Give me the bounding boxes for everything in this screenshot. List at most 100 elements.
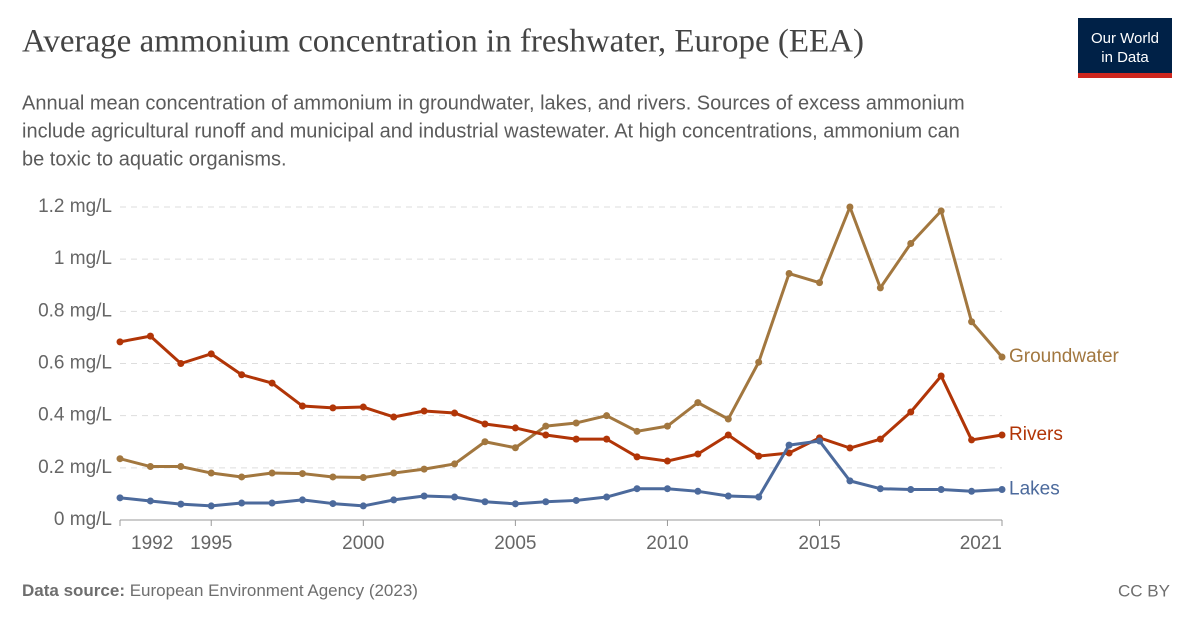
point — [451, 460, 459, 468]
series-line — [119, 334, 1003, 463]
point — [238, 499, 246, 507]
x-tick-label: 2000 — [342, 533, 384, 554]
point — [329, 473, 337, 481]
point — [390, 496, 398, 504]
point — [846, 477, 854, 485]
point — [390, 469, 398, 477]
point — [998, 353, 1006, 361]
point — [542, 498, 550, 506]
point — [968, 436, 976, 444]
point — [968, 318, 976, 326]
point — [663, 457, 671, 465]
subtitle: Annual mean concentration of ammonium in… — [22, 92, 965, 114]
point — [603, 412, 611, 420]
point — [663, 422, 671, 430]
point — [359, 403, 367, 411]
point — [420, 407, 428, 415]
point — [998, 431, 1006, 439]
point — [633, 485, 641, 493]
point — [846, 444, 854, 452]
point — [724, 415, 732, 423]
y-tick-label: 1 mg/L — [54, 248, 112, 269]
source-text: European Environment Agency (2023) — [130, 581, 418, 600]
point — [177, 463, 185, 471]
series-label: Rivers — [1009, 424, 1063, 445]
point — [572, 419, 580, 427]
point — [359, 502, 367, 510]
series-line — [119, 205, 1004, 479]
point — [542, 422, 550, 430]
point — [876, 435, 884, 443]
point — [694, 450, 702, 458]
point — [481, 438, 489, 446]
x-tick-label: 2021 — [960, 533, 1002, 554]
point — [390, 413, 398, 421]
point — [420, 465, 428, 473]
point — [451, 493, 459, 501]
chart-title: Average ammonium concentration in freshw… — [22, 24, 864, 60]
point — [329, 404, 337, 412]
point — [207, 469, 215, 477]
point — [937, 207, 945, 215]
x-tick-label: 2015 — [798, 533, 840, 554]
subtitle: include agricultural runoff and municipa… — [22, 120, 960, 142]
point — [207, 502, 215, 510]
point — [238, 473, 246, 481]
point — [298, 470, 306, 478]
point — [633, 453, 641, 461]
x-tick-label: 2005 — [494, 533, 536, 554]
point — [603, 435, 611, 443]
point — [511, 424, 519, 432]
y-tick-label: 0.8 mg/L — [38, 300, 112, 321]
point — [755, 493, 763, 501]
point — [785, 449, 793, 457]
point — [755, 452, 763, 460]
point — [724, 492, 732, 500]
point — [755, 358, 763, 366]
point — [633, 427, 641, 435]
point — [298, 496, 306, 504]
point — [177, 500, 185, 508]
x-tick-label: 1995 — [190, 533, 232, 554]
y-tick-label: 0.6 mg/L — [38, 353, 112, 374]
point — [511, 500, 519, 508]
point — [268, 469, 276, 477]
point — [177, 360, 185, 367]
point — [846, 203, 854, 211]
point — [146, 332, 154, 340]
point — [268, 499, 276, 507]
point — [785, 270, 793, 278]
point — [572, 435, 580, 443]
point — [146, 463, 154, 471]
x-tick-label: 2010 — [646, 533, 688, 554]
point — [663, 485, 671, 493]
point — [603, 493, 611, 501]
point — [481, 420, 489, 428]
point — [146, 497, 154, 505]
y-tick-label: 0.4 mg/L — [38, 405, 112, 426]
point — [481, 498, 489, 506]
source-label: Data source: — [22, 581, 125, 600]
y-tick-label: 1.2 mg/L — [38, 196, 112, 217]
point — [359, 473, 367, 481]
point — [542, 431, 550, 439]
point — [968, 487, 976, 495]
logo-text: Our World — [1091, 30, 1159, 47]
source: Data source: European Environment Agency… — [22, 581, 418, 600]
point — [329, 500, 337, 508]
point — [238, 371, 246, 379]
point — [420, 492, 428, 500]
series-line — [119, 439, 1003, 508]
license: CC BY — [1118, 581, 1170, 600]
point — [268, 379, 276, 387]
point — [907, 485, 915, 493]
point — [724, 431, 732, 439]
point — [298, 402, 306, 410]
logo-text: in Data — [1101, 49, 1149, 66]
y-tick-label: 0.2 mg/L — [38, 457, 112, 478]
point — [572, 496, 580, 504]
point — [694, 399, 702, 407]
point — [816, 437, 824, 445]
series-label: Groundwater — [1009, 346, 1120, 367]
